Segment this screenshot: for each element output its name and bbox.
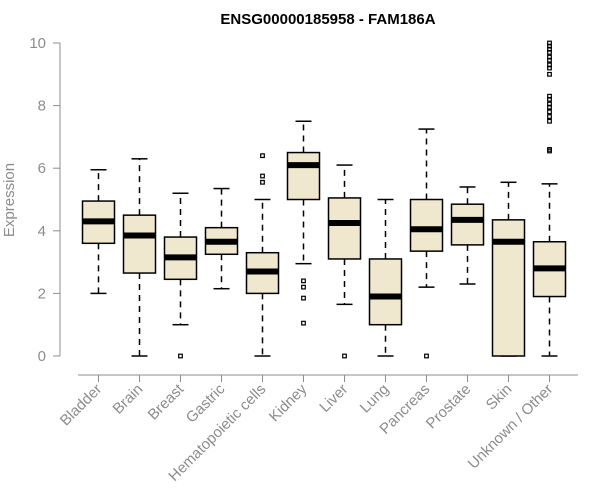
outlier-point xyxy=(547,54,552,60)
x-tick-label: Skin xyxy=(483,381,516,414)
box-iqr xyxy=(450,203,485,246)
outlier-point xyxy=(260,179,265,185)
box-group xyxy=(450,186,485,285)
outlier-point xyxy=(301,320,306,326)
y-tick-label: 10 xyxy=(29,35,46,52)
box-iqr xyxy=(327,197,362,260)
y-tick-label: 8 xyxy=(38,98,46,115)
outlier-point xyxy=(301,284,306,290)
box-iqr xyxy=(368,258,403,326)
outlier-point xyxy=(178,353,183,359)
outlier-point xyxy=(547,62,552,68)
y-axis-label: Expression xyxy=(1,163,18,237)
box-group xyxy=(163,192,198,359)
outlier-point xyxy=(547,147,552,152)
plot-area xyxy=(81,40,567,359)
box-group xyxy=(368,198,403,357)
box-group xyxy=(327,164,362,359)
box-group xyxy=(204,187,239,290)
box-group xyxy=(286,120,321,326)
y-tick-label: 6 xyxy=(38,160,46,177)
x-tick-label: Brain xyxy=(110,381,147,418)
x-tick-label: Prostate xyxy=(423,381,475,433)
box-iqr xyxy=(122,214,157,274)
y-tick-label: 0 xyxy=(38,348,46,365)
x-tick-label: Bladder xyxy=(57,381,106,430)
outlier-point xyxy=(301,295,306,301)
box-group xyxy=(491,181,526,357)
y-tick-label: 2 xyxy=(38,285,46,302)
box-group xyxy=(532,40,567,357)
box-group xyxy=(409,128,444,359)
y-tick-label: 4 xyxy=(38,223,46,240)
y-axis: 0 2 4 6 8 10 xyxy=(29,35,60,365)
box-group xyxy=(245,153,280,357)
box-group xyxy=(81,169,116,295)
outlier-point xyxy=(547,118,552,124)
x-tick-label: Liver xyxy=(316,381,351,416)
box-group xyxy=(122,158,157,357)
outlier-point xyxy=(547,40,552,46)
outlier-point xyxy=(547,93,552,99)
box-iqr xyxy=(409,198,444,252)
outlier-point xyxy=(301,278,306,284)
outlier-point xyxy=(260,173,265,179)
chart-title: ENSG00000185958 - FAM186A xyxy=(220,11,435,28)
outlier-point xyxy=(547,109,552,115)
outlier-point xyxy=(260,153,265,159)
x-tick-label: Lung xyxy=(357,381,393,417)
outlier-point xyxy=(424,353,429,359)
box-iqr xyxy=(286,151,321,201)
outlier-point xyxy=(547,114,552,119)
outlier-point xyxy=(342,353,347,359)
x-tick-label: Breast xyxy=(145,380,188,423)
outlier-point xyxy=(547,71,552,77)
outlier-point xyxy=(547,101,552,107)
x-tick-label: Kidney xyxy=(266,380,311,425)
